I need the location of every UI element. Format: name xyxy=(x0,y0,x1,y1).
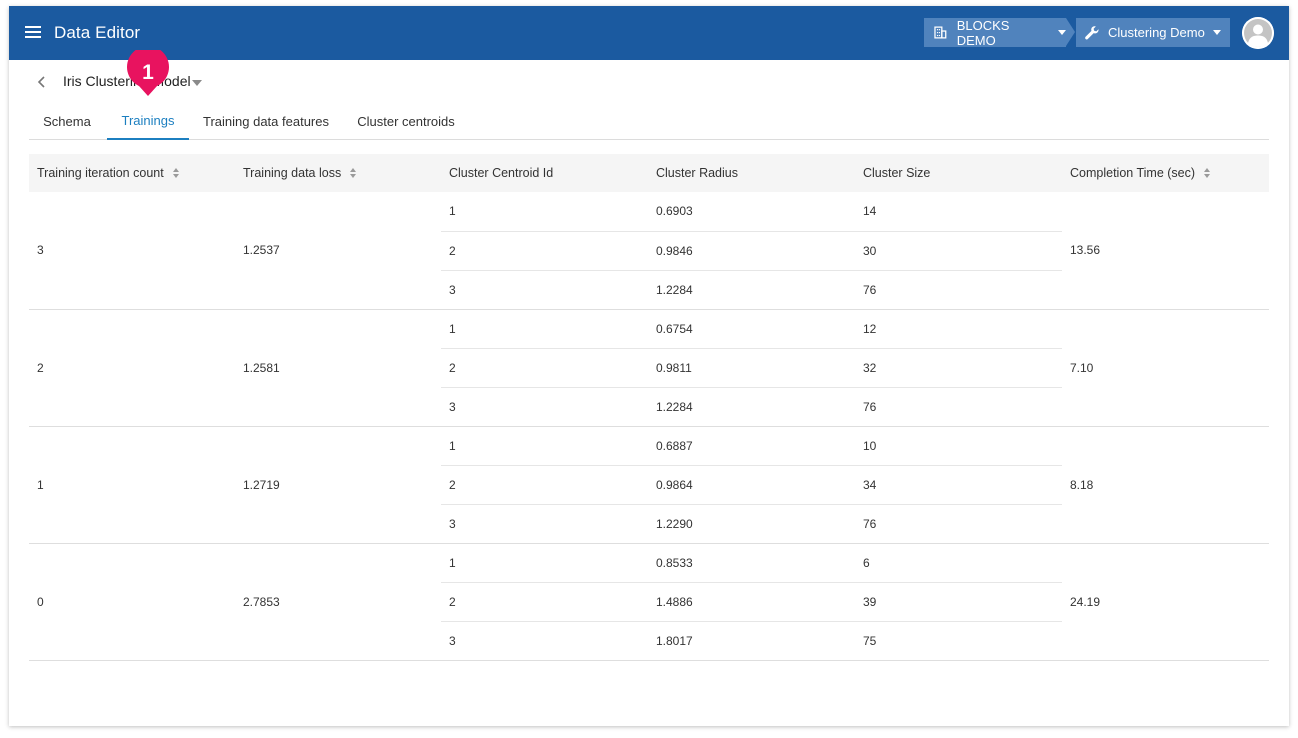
callout-number: 1 xyxy=(142,61,154,84)
hamburger-menu-icon[interactable] xyxy=(25,26,41,40)
loss-cell: 1.2581 xyxy=(235,309,441,427)
size-cell: 6 xyxy=(855,543,1062,583)
building-icon xyxy=(934,26,947,39)
size-cell: 30 xyxy=(855,231,1062,271)
table-row: 2 1.2581 1 0.6754 12 7.10 xyxy=(29,309,1269,427)
size-cell: 10 xyxy=(855,426,1062,466)
size-cell: 76 xyxy=(855,387,1062,427)
centroid-id-cell: 1 xyxy=(441,309,648,349)
size-cell: 75 xyxy=(855,621,1062,661)
header-iteration[interactable]: Training iteration count xyxy=(29,154,235,192)
header-loss[interactable]: Training data loss xyxy=(235,154,441,192)
loss-cell: 1.2719 xyxy=(235,426,441,544)
chevron-down-icon xyxy=(1212,30,1221,35)
table-row: 3 1.2284 76 xyxy=(29,387,1269,427)
centroid-id-cell: 2 xyxy=(441,465,648,505)
completion-time-cell: 24.19 xyxy=(1062,543,1269,661)
org-selector[interactable]: BLOCKS DEMO xyxy=(924,17,1066,48)
centroid-id-cell: 3 xyxy=(441,387,648,427)
trainings-table: Training iteration count Training data l… xyxy=(29,154,1269,661)
tab-bar: Schema Trainings Training data features … xyxy=(29,102,1269,140)
app-bar: Data Editor BLOCKS DEMO Clustering Demo xyxy=(9,6,1289,60)
header-centroid-id: Cluster Centroid Id xyxy=(449,166,554,180)
table-row: 3 1.2290 76 xyxy=(29,504,1269,544)
loss-cell: 1.2537 xyxy=(235,192,441,310)
wrench-icon xyxy=(1085,25,1099,39)
back-arrow-icon[interactable] xyxy=(35,72,47,92)
table-row: 2 0.9811 32 xyxy=(29,348,1269,388)
radius-cell: 0.6754 xyxy=(648,309,855,349)
header-completion-time[interactable]: Completion Time (sec) xyxy=(1062,154,1269,192)
iteration-cell: 0 xyxy=(29,543,235,661)
centroid-id-cell: 2 xyxy=(441,231,648,271)
table-row: 3 1.8017 75 xyxy=(29,621,1269,661)
size-cell: 76 xyxy=(855,504,1062,544)
iteration-cell: 1 xyxy=(29,426,235,544)
size-cell: 32 xyxy=(855,348,1062,388)
step-callout-badge: 1 xyxy=(127,50,169,96)
table-header-row: Training iteration count Training data l… xyxy=(29,154,1269,192)
sort-icon[interactable] xyxy=(349,167,357,179)
header-size: Cluster Size xyxy=(863,166,931,180)
completion-time-cell: 7.10 xyxy=(1062,309,1269,427)
sort-icon[interactable] xyxy=(1203,167,1211,179)
size-cell: 39 xyxy=(855,582,1062,622)
org-label: BLOCKS DEMO xyxy=(956,17,1010,48)
radius-cell: 0.9811 xyxy=(648,348,855,388)
centroid-id-cell: 3 xyxy=(441,621,648,661)
loss-cell: 2.7853 xyxy=(235,543,441,661)
project-selector[interactable]: Clustering Demo xyxy=(1076,18,1230,47)
sort-icon[interactable] xyxy=(172,167,180,179)
tab-trainings[interactable]: Trainings xyxy=(107,102,189,140)
radius-cell: 0.6887 xyxy=(648,426,855,466)
completion-time-cell: 13.56 xyxy=(1062,192,1269,310)
centroid-id-cell: 1 xyxy=(441,426,648,466)
header-radius: Cluster Radius xyxy=(656,166,738,180)
radius-cell: 1.8017 xyxy=(648,621,855,661)
radius-cell: 0.9846 xyxy=(648,231,855,271)
chevron-down-icon xyxy=(1058,30,1066,35)
iteration-cell: 3 xyxy=(29,192,235,310)
radius-cell: 0.9864 xyxy=(648,465,855,505)
radius-cell: 0.6903 xyxy=(648,192,855,232)
size-cell: 76 xyxy=(855,270,1062,310)
app-title: Data Editor xyxy=(54,23,141,42)
size-cell: 34 xyxy=(855,465,1062,505)
tab-training-data-features[interactable]: Training data features xyxy=(203,113,329,129)
radius-cell: 0.8533 xyxy=(648,543,855,583)
table-row: 3 1.2284 76 xyxy=(29,270,1269,310)
size-cell: 14 xyxy=(855,192,1062,232)
tab-schema[interactable]: Schema xyxy=(43,113,91,129)
user-avatar[interactable] xyxy=(1242,17,1274,49)
radius-cell: 1.2284 xyxy=(648,387,855,427)
breadcrumb-arrow xyxy=(1066,18,1075,46)
radius-cell: 1.4886 xyxy=(648,582,855,622)
app-window: Data Editor BLOCKS DEMO Clustering Demo xyxy=(9,6,1289,726)
table-row: 1 1.2719 1 0.6887 10 8.18 xyxy=(29,426,1269,544)
user-icon xyxy=(1242,17,1274,49)
size-cell: 12 xyxy=(855,309,1062,349)
radius-cell: 1.2290 xyxy=(648,504,855,544)
iteration-cell: 2 xyxy=(29,309,235,427)
table-row: 2 0.9864 34 xyxy=(29,465,1269,505)
centroid-id-cell: 2 xyxy=(441,348,648,388)
centroid-id-cell: 1 xyxy=(441,192,648,232)
table-row: 0 2.7853 1 0.8533 6 24.19 xyxy=(29,543,1269,661)
table-row: 2 1.4886 39 xyxy=(29,582,1269,622)
radius-cell: 1.2284 xyxy=(648,270,855,310)
table-row: 2 0.9846 30 xyxy=(29,231,1269,271)
centroid-id-cell: 2 xyxy=(441,582,648,622)
completion-time-cell: 8.18 xyxy=(1062,426,1269,544)
centroid-id-cell: 1 xyxy=(441,543,648,583)
model-dropdown-caret-icon[interactable] xyxy=(192,80,202,86)
centroid-id-cell: 3 xyxy=(441,504,648,544)
tab-cluster-centroids[interactable]: Cluster centroids xyxy=(357,113,455,129)
table-row: 3 1.2537 1 0.6903 14 13.56 xyxy=(29,192,1269,310)
project-label: Clustering Demo xyxy=(1108,25,1205,40)
centroid-id-cell: 3 xyxy=(441,270,648,310)
